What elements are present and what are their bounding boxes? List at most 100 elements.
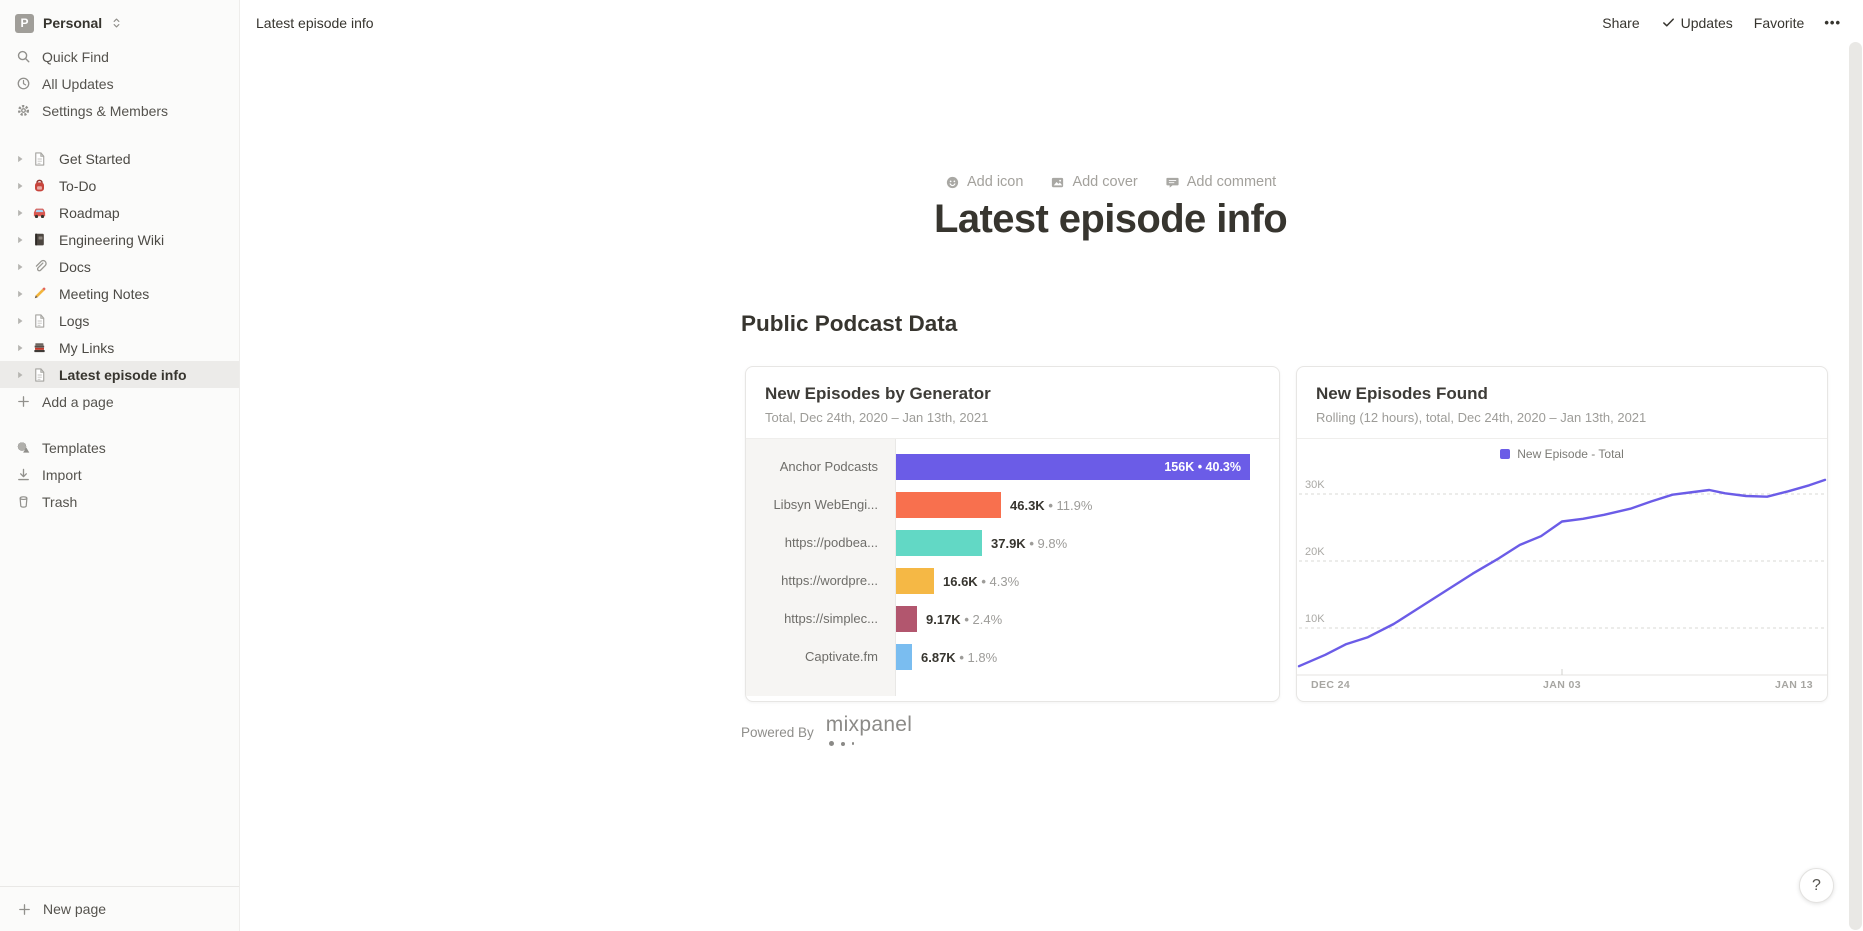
bar-category-label: Captivate.fm [805,649,878,664]
topbar-actions: Share Updates Favorite ••• [1595,11,1847,35]
favorite-button[interactable]: Favorite [1753,14,1805,31]
expand-toggle-icon[interactable] [15,316,32,326]
sidebar-page-meeting-notes[interactable]: Meeting Notes [0,280,239,307]
legend-swatch [1500,449,1511,459]
add-comment-button[interactable]: Add comment [1160,171,1281,193]
add-icon-label: Add icon [967,174,1024,190]
sidebar-item-label: Settings & Members [42,102,169,119]
sidebar-item-all-updates[interactable]: All Updates [0,70,239,97]
workspace-name: Personal [43,15,103,31]
sidebar-page-roadmap[interactable]: Roadmap [0,199,239,226]
bar-segment [896,568,934,594]
sidebar-page-tree: Get Started To-Do Roadmap Engineering Wiki D… [0,145,239,388]
car-icon [32,205,53,220]
bar-segment: 156K • 40.3% [896,454,1250,480]
page-label: Meeting Notes [59,285,150,302]
expand-toggle-icon[interactable] [15,289,32,299]
workspace-switcher[interactable]: P Personal [6,9,233,37]
plus-icon [15,394,32,409]
expand-toggle-icon[interactable] [15,181,32,191]
page-title[interactable]: Latest episode info [934,197,1288,241]
sidebar-item-label: Templates [42,439,106,456]
sidebar-section-gap [0,415,239,434]
sidebar-page-docs[interactable]: Docs [0,253,239,280]
charts-row: New Episodes by Generator Total, Dec 24t… [745,366,1828,702]
more-options-button[interactable]: ••• [1824,15,1841,30]
page-label: Docs [59,258,91,275]
notebook-icon [32,232,53,247]
sidebar-item-quick-find[interactable]: Quick Find [0,43,239,70]
sidebar-page-get-started[interactable]: Get Started [0,145,239,172]
check-icon [1661,15,1676,30]
add-icon-button[interactable]: Add icon [940,171,1028,193]
paperclip-icon [32,259,53,274]
page-label: Latest episode info [59,366,187,383]
bar-chart-card[interactable]: New Episodes by Generator Total, Dec 24t… [745,366,1280,702]
bar-value-label: 6.87K • 1.8% [921,649,998,665]
page-content: Add icon Add cover Add comment Latest ep… [240,45,1863,931]
xtick-label: JAN 03 [1542,679,1582,691]
line-series [1297,478,1827,668]
updates-button[interactable]: Updates [1654,11,1740,35]
sidebar-item-label: Trash [42,493,78,510]
sidebar-item-label: All Updates [42,75,114,92]
bar-value-label: 9.17K • 2.4% [926,611,1003,627]
page-icon [32,367,53,383]
expand-toggle-icon[interactable] [15,208,32,218]
page-label: My Links [59,339,115,356]
updates-label: Updates [1680,14,1733,31]
sidebar-top-items: Quick Find All Updates Settings & Members [0,43,239,124]
new-page-button[interactable]: New page [0,886,239,931]
add-cover-label: Add cover [1072,174,1138,190]
bar-category-label: https://wordpre... [781,573,878,588]
bar-row: 37.9K • 9.8% [896,524,1279,562]
share-button[interactable]: Share [1602,14,1640,31]
expand-toggle-icon[interactable] [15,370,32,380]
sidebar-page-to-do[interactable]: To-Do [0,172,239,199]
mixpanel-logo[interactable]: mixpanel [826,713,912,746]
mixpanel-logo-dots [828,741,855,746]
bar-chart-labels: Anchor Podcasts Libsyn WebEngi... https://… [746,439,896,696]
plus-icon [17,902,32,917]
bar-category-label: Libsyn WebEngi... [773,497,878,512]
page-icon [32,151,53,167]
line-chart-plot: 10K 20K 30K [1297,478,1827,676]
sidebar-page-engineering-wiki[interactable]: Engineering Wiki [0,226,239,253]
page-label: To-Do [59,177,97,194]
line-chart-card[interactable]: New Episodes Found Rolling (12 hours), t… [1296,366,1828,702]
expand-toggle-icon[interactable] [15,343,32,353]
line-chart-subtitle: Rolling (12 hours), total, Dec 24th, 202… [1316,410,1647,425]
bar-value-label: 37.9K • 9.8% [991,535,1068,551]
sidebar-item-settings-members[interactable]: Settings & Members [0,97,239,124]
page-label: Roadmap [59,204,120,221]
sidebar-item-import[interactable]: Import [0,461,239,488]
trash-icon [15,494,32,509]
add-a-page-button[interactable]: Add a page [0,388,239,415]
sidebar-page-latest-episode-info[interactable]: Latest episode info [0,361,239,388]
import-icon [15,467,32,482]
powered-by: Powered By mixpanel [741,713,912,746]
sidebar-item-templates[interactable]: Templates [0,434,239,461]
bar-chart-plot: 156K • 40.3% 46.3K • 11.9% 37.9K • 9.8% 16.… [896,439,1279,696]
sidebar-page-my-links[interactable]: My Links [0,334,239,361]
bar-row: 16.6K • 4.3% [896,562,1279,600]
scrollbar-thumb[interactable] [1849,42,1862,930]
xtick-label: JAN 13 [1774,679,1813,691]
expand-toggle-icon[interactable] [15,262,32,272]
sidebar: P Personal Quick Find All Updates Settings… [0,0,240,931]
bar-segment [896,492,1001,518]
sidebar-page-logs[interactable]: Logs [0,307,239,334]
bar-chart-body: Anchor Podcasts Libsyn WebEngi... https://… [746,439,1279,696]
chevron-updown-icon [111,16,122,30]
backpack-icon [32,178,53,193]
section-heading[interactable]: Public Podcast Data [741,311,958,336]
sidebar-item-label: Import [42,466,82,483]
sidebar-item-trash[interactable]: Trash [0,488,239,515]
breadcrumb[interactable]: Latest episode info [256,14,374,31]
help-button[interactable]: ? [1799,868,1834,903]
smiley-icon [945,175,960,190]
expand-toggle-icon[interactable] [15,235,32,245]
expand-toggle-icon[interactable] [15,154,32,164]
add-cover-button[interactable]: Add cover [1045,171,1142,193]
page-icon [32,313,53,329]
